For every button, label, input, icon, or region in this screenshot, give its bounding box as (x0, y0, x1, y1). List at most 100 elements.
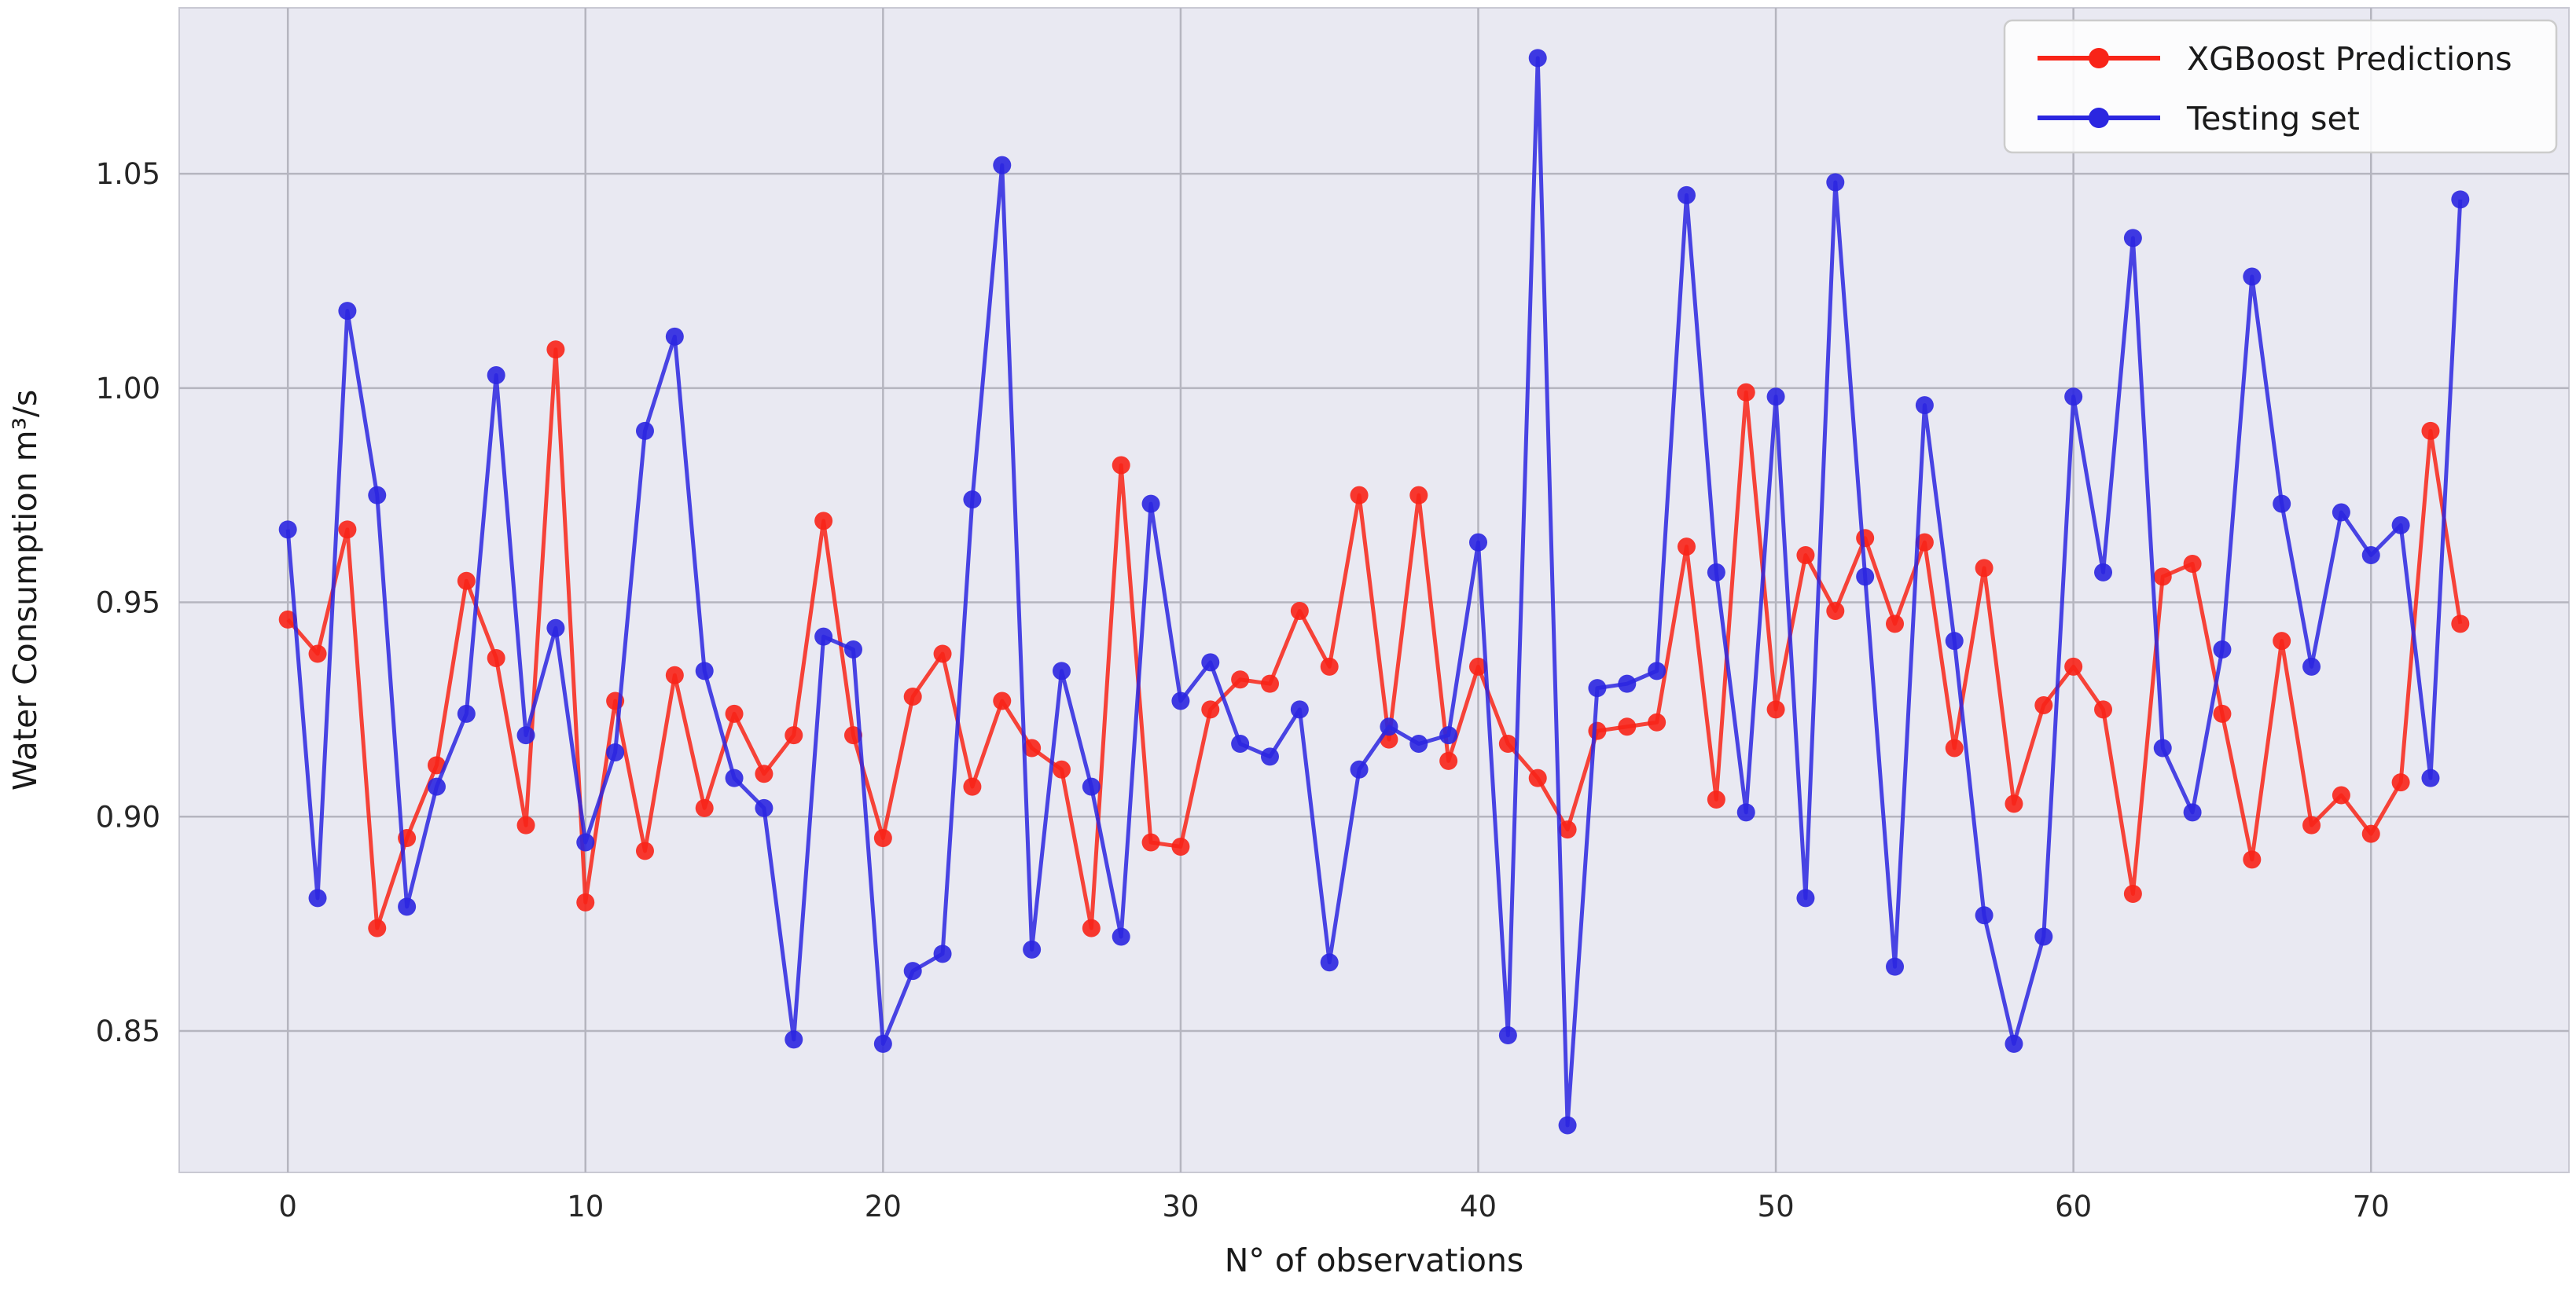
data-point (1023, 940, 1042, 959)
data-point (2273, 632, 2291, 651)
data-point (1320, 953, 1339, 972)
x-tick-label: 10 (567, 1190, 604, 1223)
data-point (1498, 735, 1517, 754)
data-point (2391, 515, 2410, 534)
data-point (516, 726, 535, 745)
data-point (338, 302, 357, 321)
data-point (2332, 503, 2350, 522)
legend-marker-blue-icon (2089, 108, 2109, 128)
data-point (785, 1030, 803, 1049)
data-point (1648, 713, 1666, 732)
data-point (1945, 739, 1964, 758)
data-point (1290, 700, 1309, 719)
data-point (1707, 790, 1725, 809)
x-tick-label: 50 (1758, 1190, 1795, 1223)
data-point (1171, 692, 1190, 710)
y-tick-label: 0.95 (96, 586, 160, 620)
data-point (1350, 760, 1369, 779)
data-point (2183, 803, 2202, 822)
data-point (1886, 614, 1905, 633)
data-point (368, 919, 387, 937)
x-tick-label: 0 (278, 1190, 297, 1223)
data-point (1439, 726, 1458, 745)
data-point (635, 421, 654, 440)
data-point (1052, 760, 1071, 779)
data-point (1112, 456, 1130, 475)
data-point (1260, 747, 1279, 766)
plot-area: 0 10 20 30 40 50 60 70 0.85 0.90 0.95 1.00 1.05 (96, 7, 2570, 1223)
data-point (546, 340, 565, 359)
data-point (2361, 824, 2380, 843)
x-tick-label: 30 (1162, 1190, 1199, 1223)
data-point (2332, 786, 2350, 805)
data-point (1915, 396, 1934, 415)
data-point (2123, 884, 2142, 903)
data-point (1231, 735, 1250, 754)
data-point (1856, 529, 1875, 548)
data-point (1201, 700, 1220, 719)
data-point (1796, 546, 1815, 565)
data-point (308, 889, 327, 908)
data-point (1141, 494, 1160, 513)
data-point (2153, 739, 2172, 758)
data-point (427, 756, 446, 775)
data-point (1766, 387, 1785, 406)
data-point (725, 704, 744, 723)
data-point (2064, 387, 2083, 406)
data-point (873, 1034, 892, 1053)
data-point (903, 688, 922, 706)
y-tick-label: 1.05 (96, 157, 160, 191)
data-point (2153, 567, 2172, 586)
data-point (398, 897, 417, 916)
data-point (1469, 657, 1488, 676)
data-point (2421, 421, 2440, 440)
data-point (1231, 670, 1250, 689)
data-point (2421, 769, 2440, 787)
data-point (576, 893, 595, 912)
data-point (457, 704, 476, 723)
data-point (1588, 679, 1607, 698)
data-point (2273, 494, 2291, 513)
data-point (1528, 49, 1547, 68)
data-point (1112, 927, 1130, 946)
data-point (843, 640, 862, 659)
data-point (2064, 657, 2083, 676)
data-point (2451, 190, 2470, 209)
data-point (516, 816, 535, 835)
data-point (933, 945, 952, 963)
data-point (755, 798, 774, 817)
data-point (2034, 927, 2053, 946)
y-axis-label: Water Consumption m³/s (6, 390, 44, 791)
data-point (338, 520, 357, 539)
plot-background (178, 7, 2570, 1173)
legend: XGBoost Predictions Testing set (2003, 19, 2558, 154)
data-point (2451, 614, 2470, 633)
data-point (725, 769, 744, 787)
data-point (1915, 533, 1934, 552)
data-point (1975, 906, 1994, 925)
data-point (1796, 889, 1815, 908)
data-point (546, 618, 565, 637)
data-point (1052, 662, 1071, 681)
data-point (1350, 486, 1369, 504)
data-point (1558, 820, 1577, 839)
data-point (665, 666, 684, 684)
data-point (1945, 632, 1964, 651)
data-point (635, 842, 654, 860)
y-tick-label: 0.85 (96, 1014, 160, 1048)
data-point (2005, 1034, 2023, 1053)
x-tick-label: 20 (865, 1190, 902, 1223)
legend-label-xgboost: XGBoost Predictions (2187, 40, 2512, 78)
data-point (1498, 1025, 1517, 1044)
data-point (2391, 773, 2410, 792)
x-axis-label: N° of observations (1225, 1242, 1524, 1279)
data-point (308, 644, 327, 663)
data-point (278, 610, 297, 629)
data-point (993, 692, 1012, 710)
legend-entry-xgboost: XGBoost Predictions (2038, 40, 2512, 78)
data-point (814, 627, 833, 646)
data-point (695, 662, 714, 681)
data-point (695, 798, 714, 817)
